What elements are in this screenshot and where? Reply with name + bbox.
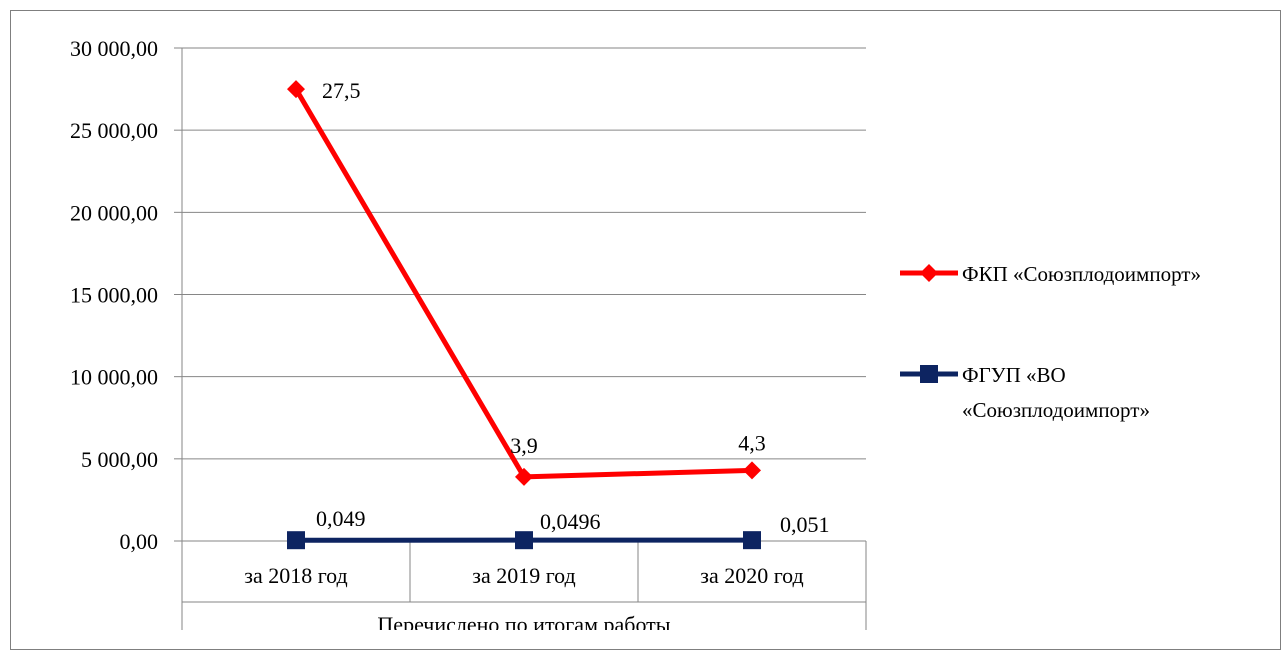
y-tick-label: 10 000,00 <box>70 365 158 390</box>
x-category-label: за 2020 год <box>700 563 804 588</box>
legend-label: ФГУП «ВО <box>962 363 1066 387</box>
x-axis-title: Перечислено по итогам работы <box>377 612 670 630</box>
y-tick-label: 5 000,00 <box>81 447 158 472</box>
legend-swatch-marker <box>920 264 938 282</box>
data-point-marker <box>515 531 533 549</box>
grid-lines <box>182 48 866 541</box>
x-category-label: за 2018 год <box>244 563 348 588</box>
data-label: 3,9 <box>510 433 538 458</box>
data-label: 0,0496 <box>540 509 601 534</box>
y-tick-label: 20 000,00 <box>70 200 158 225</box>
data-point-marker <box>743 461 761 479</box>
series-line <box>296 89 752 477</box>
data-label: 0,051 <box>780 512 830 537</box>
legend-swatch-marker <box>920 365 938 383</box>
series-layer <box>287 80 761 549</box>
legend-label: ФКП «Союзплодоимпорт» <box>962 262 1201 286</box>
data-point-marker <box>743 531 761 549</box>
y-tick-label: 30 000,00 <box>70 36 158 61</box>
legend: ФКП «Союзплодоимпорт» ФГУП «ВО «Союзплодои… <box>900 262 1201 422</box>
data-label: 27,5 <box>322 78 361 103</box>
data-label: 0,049 <box>316 506 366 531</box>
y-tick-label: 0,00 <box>120 529 159 554</box>
y-tick-label: 25 000,00 <box>70 118 158 143</box>
x-category-label: за 2019 год <box>472 563 576 588</box>
line-chart: 0,00 5 000,00 10 000,00 15 000,00 20 000,00 2… <box>0 0 1283 630</box>
y-tick-label: 15 000,00 <box>70 283 158 308</box>
data-label: 4,3 <box>738 430 766 455</box>
legend-label: «Союзплодоимпорт» <box>962 398 1150 422</box>
y-axis-tick-labels: 0,00 5 000,00 10 000,00 15 000,00 20 000,00 2… <box>70 36 158 554</box>
data-point-marker <box>287 531 305 549</box>
x-axis-category-labels: за 2018 год за 2019 год за 2020 год <box>244 563 804 588</box>
